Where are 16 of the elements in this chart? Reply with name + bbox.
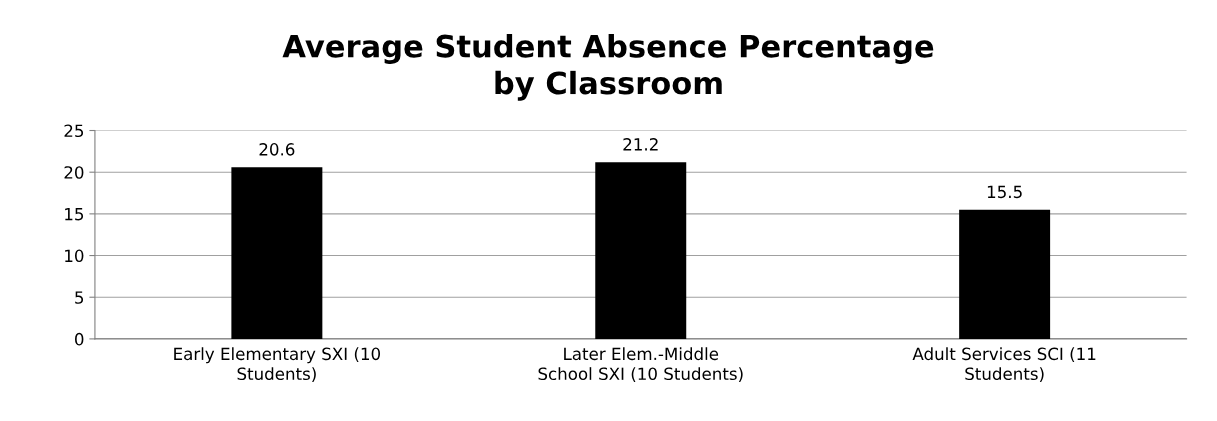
- x-tick-label: Adult Services SCI (11 Students): [912, 347, 1096, 383]
- y-tick-label: 5: [75, 291, 84, 304]
- y-tick-label: 25: [64, 124, 84, 138]
- bar: [595, 162, 687, 339]
- chart-title: Average Student Absence Percentage by Classroom: [282, 34, 934, 101]
- bar: [959, 209, 1051, 339]
- y-tick-label: 10: [65, 249, 84, 263]
- data-label: 21.2: [623, 138, 658, 151]
- y-tick-label: 0: [75, 332, 84, 346]
- x-tick-label: Early Elementary SXI (10 Students): [174, 347, 381, 383]
- data-label: 15.5: [987, 185, 1022, 199]
- y-tick-label: 15: [65, 208, 84, 221]
- data-label: 20.6: [259, 143, 295, 156]
- bar: [231, 167, 323, 339]
- x-tick-label: Later Elem.-Middle School SXI (10 Students): [538, 347, 743, 383]
- y-tick-label: 20: [64, 166, 84, 179]
